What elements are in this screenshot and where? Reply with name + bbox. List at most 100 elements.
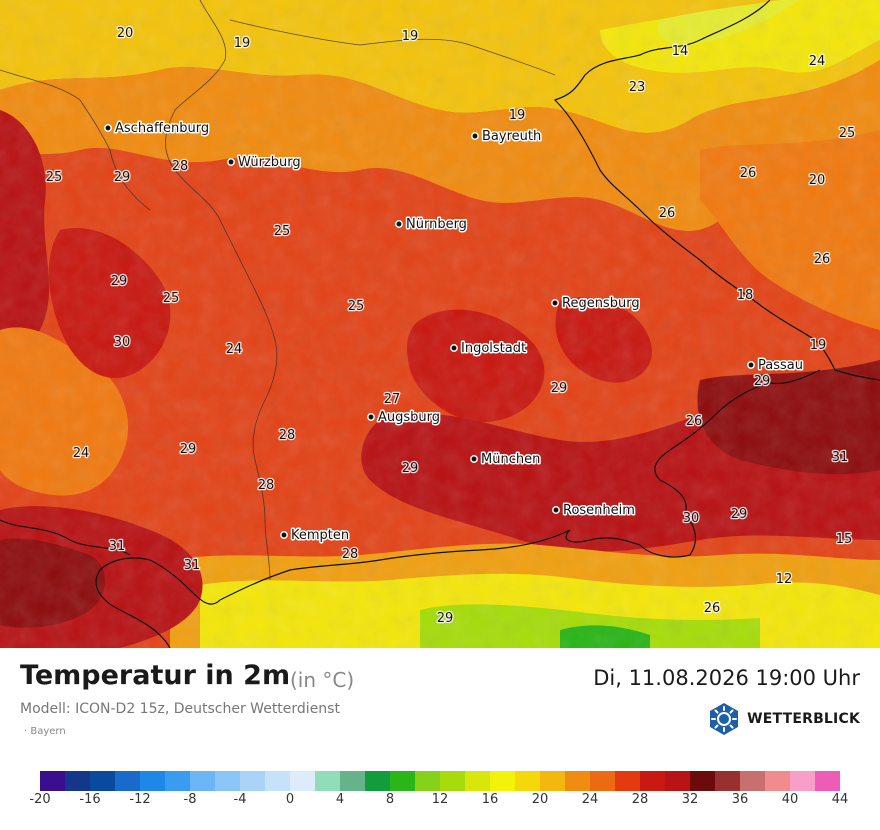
legend-tick-label: 24 (581, 792, 599, 807)
city-dot (470, 455, 478, 463)
city-label[interactable]: Aschaffenburg (114, 120, 211, 138)
legend-swatch (90, 771, 115, 791)
city-label[interactable]: Bayreuth (481, 128, 543, 146)
city-dot (104, 124, 112, 132)
temperature-value: 19 (509, 108, 526, 123)
legend-swatch (115, 771, 140, 791)
legend-tick-label: -8 (183, 792, 197, 807)
city-dot (471, 132, 479, 140)
forecast-datetime: Di, 11.08.2026 19:00 Uhr (593, 666, 860, 690)
legend-swatch (690, 771, 715, 791)
temperature-value: 31 (184, 558, 201, 573)
legend-swatch (165, 771, 190, 791)
legend-swatch (440, 771, 465, 791)
temperature-value: 20 (809, 173, 826, 188)
value-labels: 20 19 19 14 24 23 25 19 25 29 28 26 20 26 25 26 29 25 25 18… (44, 25, 856, 628)
legend-swatch (390, 771, 415, 791)
legend-tick-label: 20 (531, 792, 549, 807)
temperature-value: 28 (342, 547, 359, 562)
legend-tick-label: 0 (285, 792, 295, 807)
region-name: Bayern (30, 726, 66, 737)
temperature-value: 29 (551, 381, 568, 396)
city-dot (747, 361, 755, 369)
legend-tick-label: 16 (481, 792, 499, 807)
legend-swatch (415, 771, 440, 791)
city-label[interactable]: Augsburg (377, 409, 442, 427)
temperature-value: 26 (686, 414, 703, 429)
city-label[interactable]: Nürnberg (405, 216, 469, 234)
temperature-value: 26 (740, 166, 757, 181)
temperature-value: 25 (348, 299, 365, 314)
city-label[interactable]: Kempten (290, 527, 351, 545)
city-label[interactable]: Ingolstadt (460, 340, 528, 358)
temperature-value: 24 (226, 342, 243, 357)
legend-tick-label: -4 (233, 792, 247, 807)
temperature-value: 23 (629, 80, 646, 95)
temperature-value: 26 (659, 206, 676, 221)
temperature-value: 25 (46, 170, 63, 185)
city-label[interactable]: Passau (757, 357, 805, 375)
temperature-value: 14 (672, 44, 689, 59)
temperature-value: 18 (737, 288, 754, 303)
city-label[interactable]: Würzburg (237, 154, 303, 172)
legend-swatch (215, 771, 240, 791)
legend-tick-label: 8 (385, 792, 395, 807)
border-germany-austria (95, 369, 821, 648)
city-dot (227, 158, 235, 166)
city-dot (450, 344, 458, 352)
legend-swatch (65, 771, 90, 791)
city-dot (367, 413, 375, 421)
temperature-value: 25 (163, 291, 180, 306)
border-bavaria-bw (165, 0, 278, 581)
temperature-value: 29 (437, 611, 454, 626)
legend-swatch (340, 771, 365, 791)
border-germany-czech (553, 0, 880, 381)
legend-swatch (565, 771, 590, 791)
unit-label: (in °C) (290, 668, 355, 692)
city-label[interactable]: München (480, 451, 542, 469)
map-canvas: Aschaffenburg Würzburg Bayreuth Nürnberg Reg… (0, 0, 880, 648)
temperature-value: 30 (683, 511, 700, 526)
model-info: Modell: ICON-D2 15z, Deutscher Wetterdie… (20, 701, 340, 717)
temperature-value: 28 (279, 428, 296, 443)
temperature-value: 29 (402, 461, 419, 476)
legend-tick-label: 28 (631, 792, 649, 807)
temperature-value: 31 (832, 450, 849, 465)
legend-swatch (765, 771, 790, 791)
legend-swatch (190, 771, 215, 791)
temperature-value: 25 (839, 126, 856, 141)
temperature-value: 26 (704, 601, 721, 616)
legend-swatch (640, 771, 665, 791)
legend-tick-label: 36 (731, 792, 749, 807)
temperature-value: 29 (111, 274, 128, 289)
temperature-value: 24 (73, 446, 90, 461)
temperature-value: 29 (731, 507, 748, 522)
temperature-value: 27 (384, 392, 401, 407)
border-bavaria-hessen (0, 69, 151, 211)
legend-swatch (740, 771, 765, 791)
legend-ticks: -20 -16 -12 -8 -4 0 4 8 12 16 20 24 28 32 36 40 44 (0, 792, 880, 812)
city-label[interactable]: Rosenheim (562, 502, 637, 520)
temperature-value: 28 (258, 478, 275, 493)
temperature-map[interactable]: Aschaffenburg Würzburg Bayreuth Nürnberg Reg… (0, 0, 880, 648)
legend-swatch (365, 771, 390, 791)
legend-swatch (665, 771, 690, 791)
city-markers: Aschaffenburg Würzburg Bayreuth Nürnberg Reg… (104, 120, 805, 545)
temperature-value: 29 (114, 170, 131, 185)
legend-tick-label: 40 (781, 792, 799, 807)
temperature-value: 28 (172, 159, 189, 174)
brand-logo[interactable]: WETTERBLICK (707, 702, 860, 736)
city-label[interactable]: Regensburg (561, 295, 642, 313)
legend-swatch (515, 771, 540, 791)
legend-tick-label: 32 (681, 792, 699, 807)
legend-swatch (715, 771, 740, 791)
city-dot (551, 299, 559, 307)
legend-tick-label: 44 (831, 792, 849, 807)
legend-swatch (290, 771, 315, 791)
map-texture (0, 0, 880, 648)
border-bavaria-thuringia (229, 19, 556, 76)
legend-tick-label: -16 (79, 792, 101, 807)
map-footer: Temperatur in 2m (in °C) Di, 11.08.2026 … (0, 648, 880, 830)
border-west (0, 519, 131, 556)
city-dot (280, 531, 288, 539)
